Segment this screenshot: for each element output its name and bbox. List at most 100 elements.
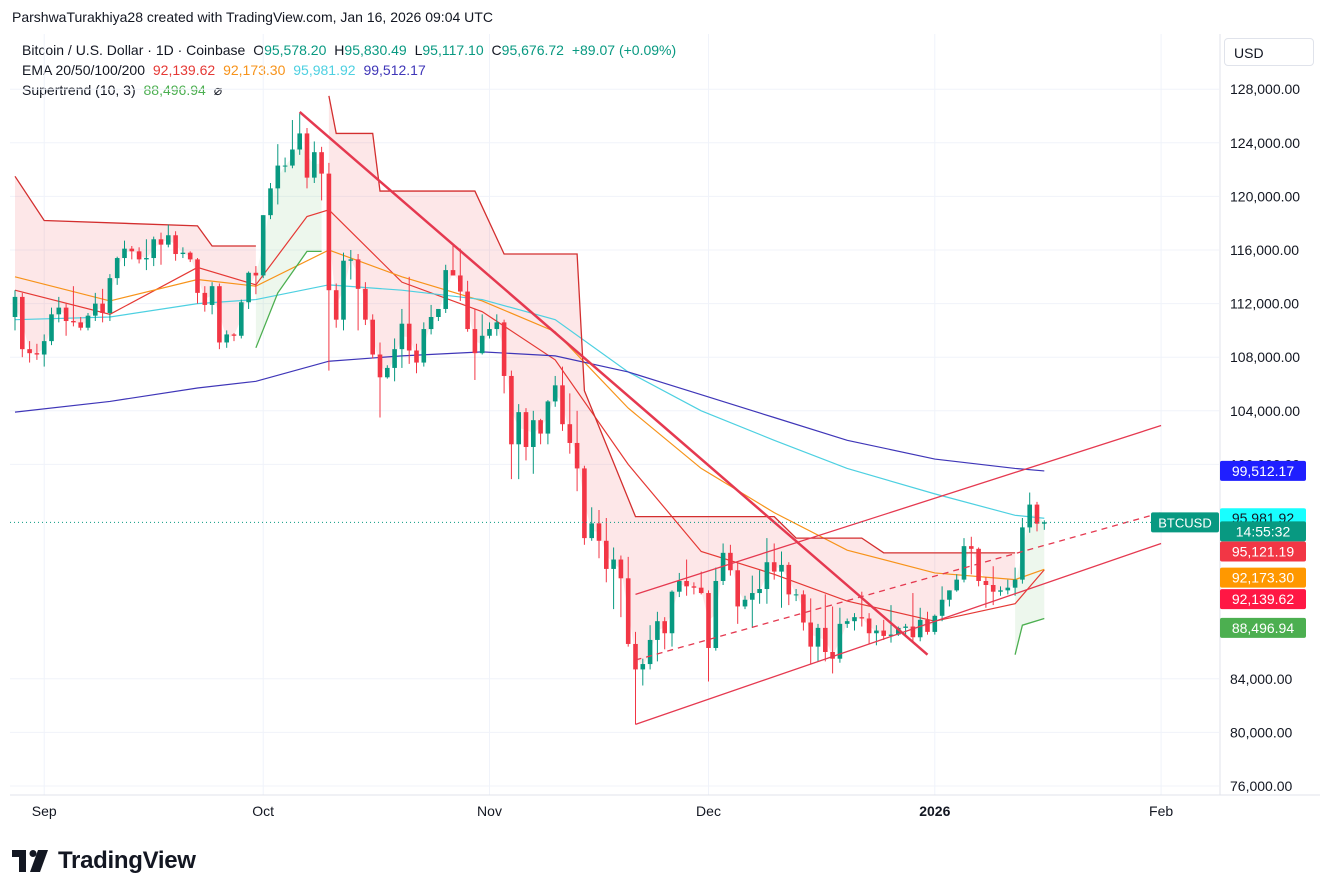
candle-body [509, 375, 514, 445]
price-tag-bg [1220, 521, 1306, 542]
candle-body [662, 621, 667, 634]
candle-body [341, 260, 346, 320]
candle-body [815, 627, 821, 647]
candle-body [852, 617, 857, 622]
time-tick-label: Dec [696, 803, 721, 819]
time-tick-label: Sep [32, 803, 57, 819]
candle-body [326, 173, 332, 291]
supertrend-down-fill [15, 176, 256, 354]
candle-body [998, 590, 1003, 592]
candle-body [1005, 587, 1011, 591]
candle-body [531, 420, 536, 447]
candle-body [808, 622, 813, 647]
ohlc-high: H95,830.49 [334, 42, 407, 58]
ema200-value: 99,512.17 [363, 62, 426, 78]
candle-body [34, 353, 40, 355]
candle-body [246, 272, 251, 303]
candle-body [779, 564, 784, 572]
price-tag-bg [1220, 589, 1306, 610]
candle-body [333, 290, 339, 320]
candle-body [129, 248, 135, 252]
candle-body [677, 580, 682, 592]
chart-credit: ParshwaTurakhiya28 created with TradingV… [12, 9, 493, 25]
candle-body [801, 594, 806, 623]
price-tick-label: 124,000.00 [1230, 135, 1300, 151]
candle-body [479, 335, 485, 354]
candle-body [158, 239, 164, 245]
candle-body [647, 639, 653, 665]
candle-body [370, 319, 375, 355]
candle-body [888, 634, 894, 636]
candle-body [932, 615, 938, 632]
trendline-dashed [635, 512, 1162, 661]
candle-body [684, 580, 689, 587]
candle-body [625, 578, 631, 644]
time-tick-label: Feb [1149, 803, 1173, 819]
candle-body [640, 664, 646, 670]
candle-body [793, 594, 799, 596]
tradingview-logo-text: TradingView [58, 847, 196, 874]
candle-body [706, 593, 711, 648]
ema20-value: 92,139.62 [152, 62, 216, 78]
tradingview-logo-icon [12, 850, 48, 872]
candle-body [63, 307, 69, 322]
candle-body [348, 259, 354, 261]
time-axis: Sep Oct Nov Dec 2026 Feb [32, 803, 1174, 819]
candle-body [275, 165, 281, 189]
supertrend-up-fill [255, 141, 322, 348]
candle-body [173, 235, 178, 255]
candle-body [290, 149, 295, 166]
ohlc-close: C95,676.72 [491, 42, 564, 58]
price-tick-label: 120,000.00 [1230, 188, 1300, 204]
price-axis: 76,000.00 80,000.00 84,000.00 100,000.00 104… [1230, 81, 1300, 794]
candle-body [859, 617, 865, 619]
price-tag-label: 99,512.17 [1232, 463, 1294, 479]
candle-body [976, 548, 981, 581]
price-tag-label: 95,121.19 [1232, 544, 1294, 560]
supertrend-label[interactable]: Supertrend (10, 3) [22, 82, 136, 98]
candle-body [1012, 579, 1018, 588]
price-tag-bg [1220, 617, 1306, 638]
candle-body [990, 585, 996, 592]
price-tag-bg [1220, 508, 1306, 529]
supertrend-down-line [328, 95, 1016, 554]
candle-body [239, 302, 244, 336]
ohlc-open: O95,578.20 [253, 42, 327, 58]
price-tag-label: 88,496.94 [1232, 620, 1294, 636]
candle-body [655, 621, 660, 640]
currency-button[interactable]: USD [1224, 38, 1314, 66]
grid-lines [10, 34, 1320, 796]
ema-line [14, 284, 1045, 519]
supertrend-up-line [1014, 617, 1045, 655]
candle-body [443, 270, 448, 309]
candle-body [436, 308, 441, 317]
candle-body [764, 562, 770, 590]
candle-body [618, 559, 624, 579]
tradingview-logo[interactable]: TradingView [12, 847, 196, 875]
price-tag-label: 92,139.62 [1232, 591, 1294, 607]
candle-body [954, 579, 959, 591]
candle-body [917, 619, 923, 638]
candle-body [56, 307, 62, 315]
hidden-eye-icon[interactable]: ⌀ [213, 82, 223, 98]
ema-line [14, 351, 1045, 472]
price-tag-label: 14:55:32 [1236, 523, 1291, 539]
ohlc-low: L95,117.10 [414, 42, 484, 58]
ema-legend-label[interactable]: EMA 20/50/100/200 [22, 62, 145, 78]
ema-line [14, 209, 1045, 622]
candle-body [392, 349, 397, 368]
candle-body [596, 523, 602, 541]
time-tick-label: Nov [477, 803, 502, 819]
supertrend-value: 88,496.94 [143, 82, 206, 98]
supertrend-up-line [255, 250, 322, 349]
candle-body [458, 275, 463, 292]
symbol-title[interactable]: Bitcoin / U.S. Dollar · 1D · Coinbase [22, 42, 246, 58]
candle-body [545, 401, 551, 434]
candle-body [195, 259, 200, 293]
candle-body [209, 286, 215, 305]
candle-body [830, 652, 835, 659]
candle-body [166, 235, 171, 245]
candle-body [589, 523, 594, 539]
ema-lines [14, 209, 1045, 622]
